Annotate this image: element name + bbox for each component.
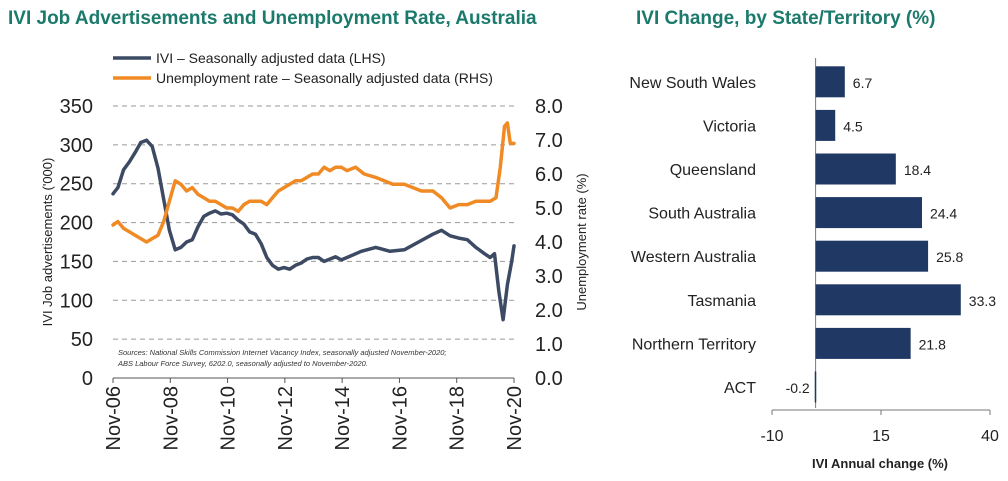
bar-category-label: Queensland	[670, 162, 756, 179]
legend-label-unemployment: Unemployment rate – Seasonally adjusted …	[156, 70, 493, 86]
x-tick-label: Nov-20	[504, 386, 526, 450]
bar-chart-x-label: IVI Annual change (%)	[812, 456, 948, 471]
x-tick-label: Nov-06	[103, 386, 125, 450]
right-axis-tick-label: 3.0	[535, 266, 563, 288]
bar	[815, 284, 961, 316]
right-axis-tick-label: 1.0	[535, 334, 563, 356]
source-note-line-2: ABS Labour Force Survey, 6202.0, seasona…	[117, 359, 368, 368]
legend-label-ivi: IVI – Seasonally adjusted data (LHS)	[156, 50, 386, 66]
right-axis-tick-label: 5.0	[535, 198, 563, 220]
bar	[815, 240, 929, 272]
bar-category-label: New South Wales	[629, 75, 756, 92]
bar-value-label: 25.8	[936, 249, 963, 265]
right-axis-tick-label: 6.0	[535, 164, 563, 186]
right-axis-tick-label: 0.0	[535, 368, 563, 390]
bar-category-label: Western Australia	[631, 249, 756, 266]
left-axis-tick-label: 150	[60, 251, 93, 273]
left-axis-tick-label: 300	[60, 135, 93, 157]
line-chart-gridlines	[113, 105, 514, 379]
bar-value-label: 24.4	[930, 206, 957, 222]
right-chart-title: IVI Change, by State/Territory (%)	[636, 8, 936, 29]
bar-category-label: Tasmania	[688, 293, 757, 310]
line-chart-right-axis-ticks: 0.0 1.0 2.0 3.0 4.0 5.0 6.0 7.0 8.0	[535, 96, 563, 390]
bar-chart: New South Wales 6.7 Victoria 4.5 Queensland 1…	[629, 58, 999, 471]
left-axis-tick-label: 250	[60, 174, 93, 196]
left-axis-tick-label: 100	[60, 290, 93, 312]
ivi-series-line	[111, 138, 516, 322]
source-note-line-1: Sources: National Skills Commission Inte…	[118, 348, 447, 357]
bar-category-label: ACT	[724, 380, 756, 397]
right-axis-label: Unemployment rate (%)	[574, 173, 589, 310]
bar-chart-x-axis: -10 15 40	[760, 409, 999, 445]
left-axis-tick-label: 50	[71, 329, 93, 351]
left-axis-label: IVI Job advertisements ('000)	[40, 158, 55, 327]
bar-chart-bars: New South Wales 6.7 Victoria 4.5 Queensland 1…	[629, 58, 996, 408]
bar-value-label: 33.3	[969, 293, 996, 309]
bar-value-label: -0.2	[786, 380, 810, 396]
left-axis-tick-label: 200	[60, 213, 93, 235]
bar-value-label: 21.8	[919, 336, 946, 352]
right-axis-tick-label: 8.0	[535, 96, 563, 118]
bar-value-label: 6.7	[853, 75, 873, 91]
bar	[815, 197, 922, 229]
line-chart-left-axis-ticks: 0 50 100 150 200 250 300 350	[60, 96, 93, 390]
line-chart: Nov-06 Nov-08 Nov-10 Nov-12 Nov-14 Nov-16 Nov-…	[40, 50, 589, 450]
left-axis-tick-label: 0	[82, 368, 93, 390]
bar-x-tick-label: 15	[872, 428, 890, 445]
x-tick-label: Nov-10	[218, 386, 240, 450]
bar-category-label: Northern Territory	[632, 336, 756, 353]
bar-x-tick-label: 40	[981, 428, 999, 445]
bar-value-label: 4.5	[843, 118, 863, 134]
bar-category-label: South Australia	[648, 206, 756, 223]
x-tick-label: Nov-16	[389, 386, 411, 450]
bar-value-label: 18.4	[904, 162, 931, 178]
x-tick-label: Nov-12	[275, 386, 297, 450]
x-tick-label: Nov-14	[332, 386, 354, 450]
bar	[815, 327, 911, 359]
x-tick-label: Nov-18	[447, 386, 469, 450]
bar-x-tick-label: -10	[760, 428, 783, 445]
left-chart-title: IVI Job Advertisements and Unemployment …	[8, 8, 537, 29]
line-chart-series	[111, 121, 516, 322]
right-axis-tick-label: 7.0	[535, 130, 563, 152]
line-chart-legend: IVI – Seasonally adjusted data (LHS) Une…	[113, 50, 493, 86]
line-chart-x-ticks: Nov-06 Nov-08 Nov-10 Nov-12 Nov-14 Nov-16 Nov-…	[103, 378, 526, 450]
left-axis-tick-label: 350	[60, 96, 93, 118]
right-axis-tick-label: 4.0	[535, 232, 563, 254]
right-axis-tick-label: 2.0	[535, 300, 563, 322]
unemployment-series-line	[111, 121, 516, 244]
bar	[815, 109, 836, 141]
bar	[815, 66, 845, 98]
bar	[814, 371, 817, 403]
x-tick-label: Nov-08	[160, 386, 182, 450]
bar-category-label: Victoria	[703, 118, 756, 135]
bar	[815, 153, 896, 185]
